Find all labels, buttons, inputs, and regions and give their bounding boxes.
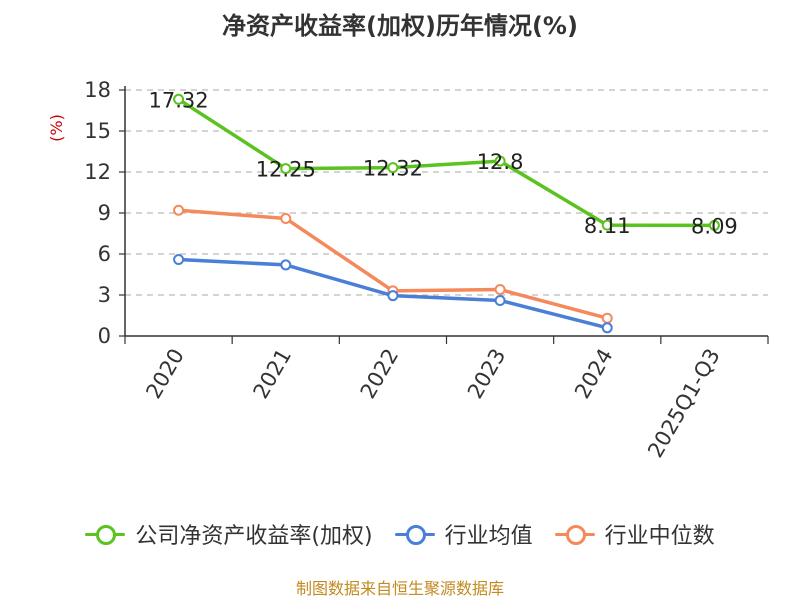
data-point — [708, 219, 720, 231]
legend-label: 行业中位数 — [604, 524, 715, 549]
legend: 公司净资产收益率(加权) 行业均值 行业中位数 — [0, 518, 800, 550]
legend-label: 公司净资产收益率(加权) — [135, 524, 373, 549]
legend-swatch — [85, 524, 126, 545]
x-tick-label: 2025Q1-Q3 — [643, 345, 725, 462]
y-tick-label: 6 — [98, 242, 111, 266]
data-point — [387, 162, 399, 174]
y-tick-label: 15 — [84, 119, 111, 143]
legend-swatch — [554, 524, 595, 545]
data-point — [601, 322, 613, 334]
data-point — [173, 204, 185, 216]
legend-item[interactable]: 公司净资产收益率(加权) — [85, 518, 373, 550]
data-label: 12.25 — [256, 158, 316, 182]
y-tick-label: 18 — [84, 78, 111, 102]
series-lines — [173, 93, 720, 334]
data-point — [494, 155, 506, 167]
x-tick-label: 2021 — [249, 345, 297, 403]
data-point — [173, 93, 185, 105]
y-tick-label: 0 — [98, 324, 111, 348]
y-tick-label: 12 — [84, 160, 111, 184]
data-label: 12.8 — [477, 150, 524, 174]
x-tick-label: 2024 — [570, 345, 618, 403]
y-tick-label: 3 — [98, 283, 111, 307]
data-point — [280, 259, 292, 271]
data-point — [494, 284, 506, 296]
line-chart: 0 3 6 9 12 15 18 (%) 2020 2021 2022 2023 2024 2025Q1-… — [47, 78, 769, 462]
y-axis-label: (%) — [47, 114, 66, 142]
legend-label: 行业均值 — [444, 524, 533, 549]
x-tick-label: 2023 — [463, 345, 511, 403]
data-label: 8.09 — [691, 214, 738, 238]
legend-swatch-marker — [565, 525, 586, 545]
data-labels: 17.32 12.25 12.32 12.8 8.11 8.09 — [149, 88, 738, 238]
data-point — [280, 212, 292, 224]
data-point — [280, 163, 292, 175]
legend-item[interactable]: 行业均值 — [394, 518, 533, 550]
x-tick-label: 2022 — [356, 345, 404, 403]
data-point — [601, 312, 613, 324]
x-tick-label: 2020 — [141, 345, 189, 403]
series-line — [176, 97, 717, 228]
legend-swatch-marker — [96, 525, 117, 545]
data-point — [387, 290, 399, 302]
data-point — [494, 294, 506, 306]
grid-lines — [125, 89, 768, 296]
data-label: 12.32 — [363, 157, 423, 181]
y-tick-label: 9 — [98, 201, 111, 225]
data-label: 8.11 — [584, 214, 631, 238]
legend-swatch-marker — [405, 525, 426, 545]
data-point — [173, 253, 185, 265]
legend-swatch — [394, 524, 435, 545]
chart-title: 净资产收益率(加权)历年情况(%) — [222, 12, 578, 40]
legend-item[interactable]: 行业中位数 — [554, 518, 715, 550]
data-point — [601, 219, 613, 231]
source-note: 制图数据来自恒生聚源数据库 — [295, 579, 504, 598]
data-label: 17.32 — [149, 88, 209, 112]
axes: 0 3 6 9 12 15 18 (%) 2020 2021 2022 2023 2024 2025Q1-… — [47, 78, 769, 462]
